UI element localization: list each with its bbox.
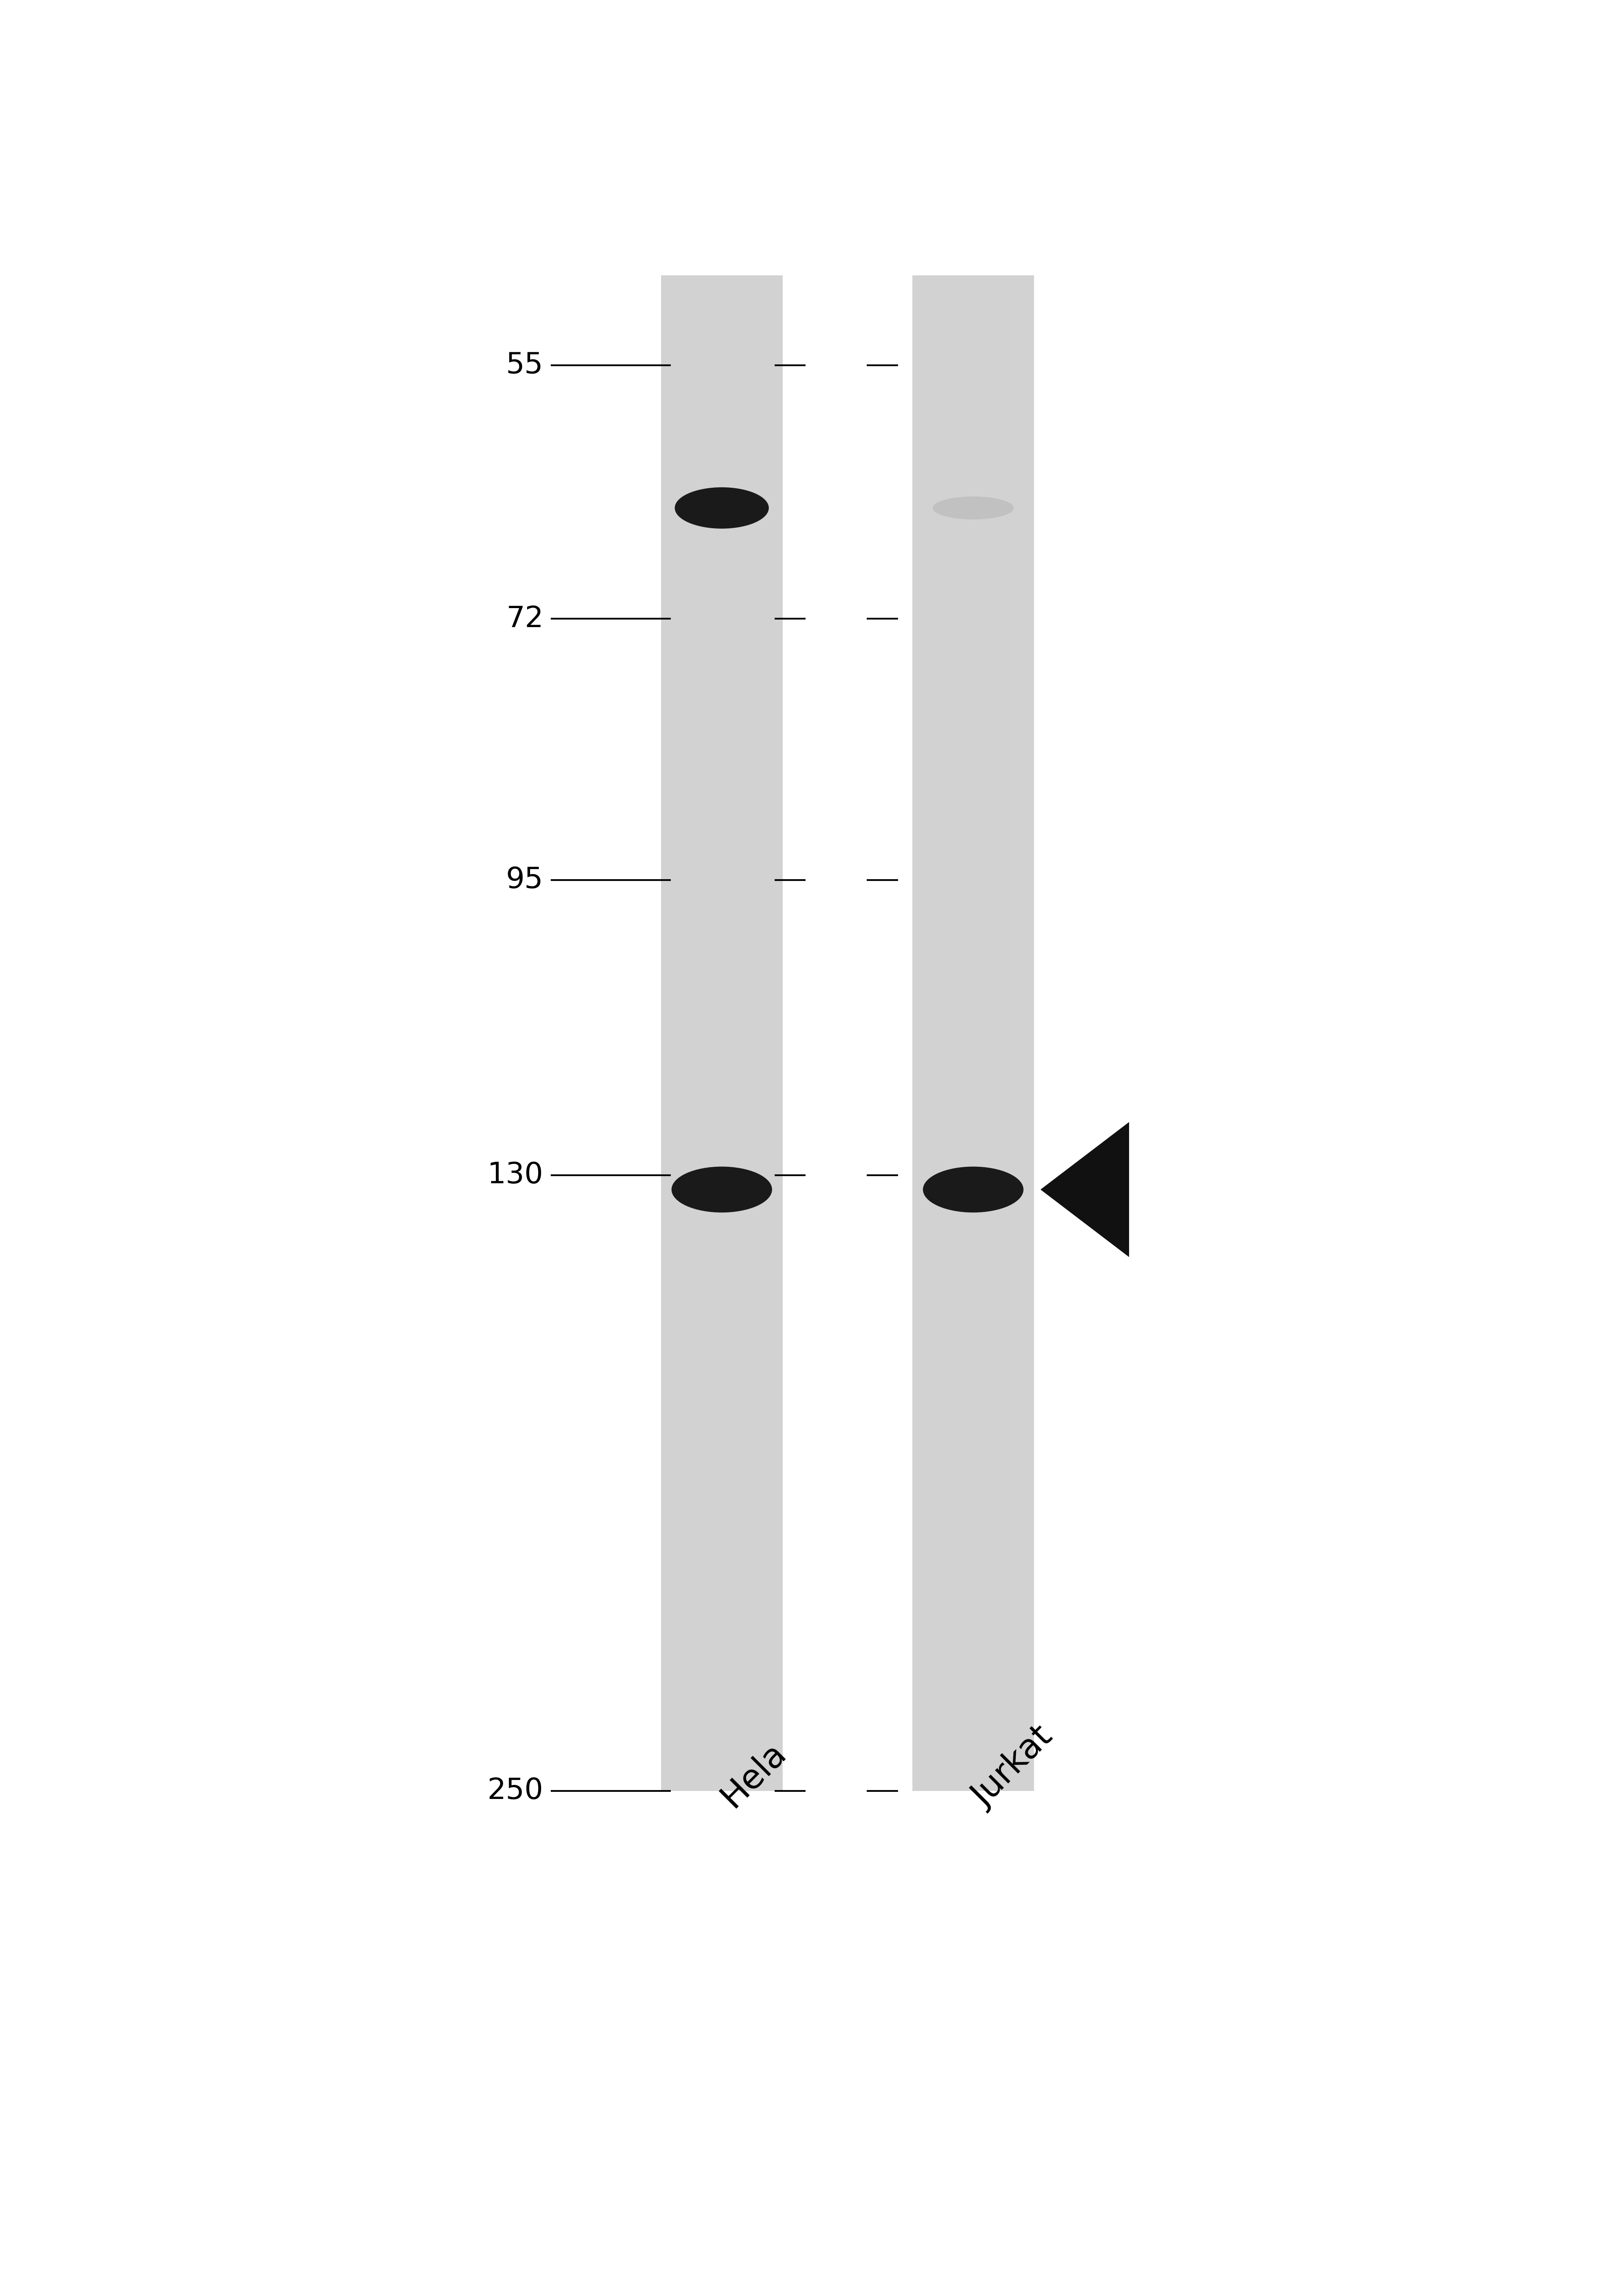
Ellipse shape — [672, 1166, 772, 1212]
Polygon shape — [1041, 1123, 1129, 1256]
Text: 95: 95 — [506, 866, 543, 893]
Ellipse shape — [923, 1166, 1023, 1212]
Ellipse shape — [933, 496, 1014, 519]
Text: 250: 250 — [487, 1777, 543, 1805]
Text: Hela: Hela — [715, 1736, 792, 1814]
Ellipse shape — [675, 487, 769, 528]
Text: Jurkat: Jurkat — [967, 1720, 1059, 1814]
Bar — [662, 276, 783, 1791]
Text: 72: 72 — [506, 604, 543, 634]
Text: 55: 55 — [506, 351, 543, 379]
Bar — [912, 276, 1035, 1791]
Text: 130: 130 — [487, 1162, 543, 1189]
